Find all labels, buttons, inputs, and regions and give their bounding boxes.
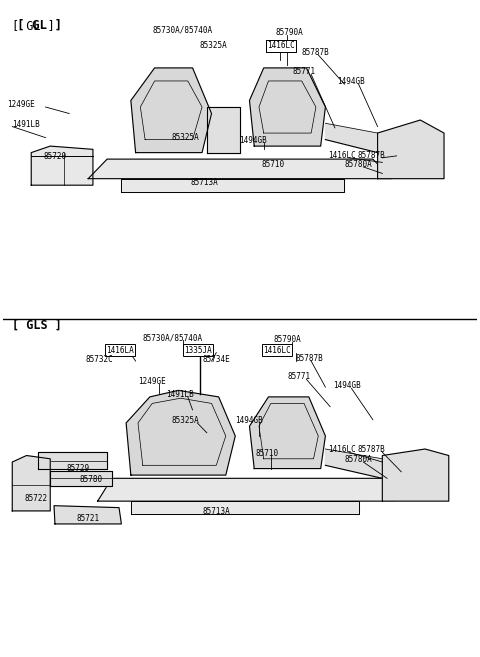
Polygon shape <box>131 501 359 514</box>
Text: 85720: 85720 <box>43 152 66 161</box>
Text: 1416LC: 1416LC <box>328 151 356 160</box>
Text: 85790A: 85790A <box>276 28 303 37</box>
Text: 85780A: 85780A <box>344 455 372 464</box>
Text: 85710: 85710 <box>261 160 285 169</box>
Text: 85771: 85771 <box>288 373 311 381</box>
Polygon shape <box>325 449 383 478</box>
Polygon shape <box>250 68 325 146</box>
Polygon shape <box>131 68 212 152</box>
Text: 85713A: 85713A <box>202 507 230 516</box>
Text: 1416LA: 1416LA <box>106 346 134 355</box>
Polygon shape <box>38 452 107 468</box>
Bar <box>383 136 439 175</box>
Text: 85780: 85780 <box>80 474 103 484</box>
Text: 1491LB: 1491LB <box>12 120 40 129</box>
Text: 85713A: 85713A <box>190 178 218 187</box>
Text: 1494GB: 1494GB <box>337 78 365 86</box>
Text: 85732C: 85732C <box>86 355 114 365</box>
Text: 1249GE: 1249GE <box>138 377 166 386</box>
Polygon shape <box>97 478 396 501</box>
Text: 1416LC: 1416LC <box>328 445 356 454</box>
Text: 85787B: 85787B <box>296 354 324 363</box>
Text: 1494GB: 1494GB <box>239 136 267 145</box>
Text: 1416LC: 1416LC <box>267 41 295 51</box>
Polygon shape <box>126 390 235 475</box>
Text: 85325A: 85325A <box>171 416 199 425</box>
Text: 85771: 85771 <box>292 68 315 76</box>
Polygon shape <box>121 179 344 192</box>
Text: 1494GB: 1494GB <box>334 382 361 390</box>
Text: 85730A/85740A: 85730A/85740A <box>152 25 212 34</box>
Text: 85787B: 85787B <box>358 445 385 454</box>
Text: [ GL ]: [ GL ] <box>12 19 55 32</box>
Text: 85790A: 85790A <box>273 334 301 344</box>
Polygon shape <box>383 449 449 501</box>
Polygon shape <box>250 397 325 468</box>
Text: 85710: 85710 <box>255 449 278 457</box>
Polygon shape <box>325 124 378 152</box>
Text: 85787B: 85787B <box>358 151 385 160</box>
Text: 1416LC: 1416LC <box>263 346 290 355</box>
Text: 1494GB: 1494GB <box>235 416 263 425</box>
Polygon shape <box>207 107 240 152</box>
Polygon shape <box>50 470 112 486</box>
Polygon shape <box>88 159 392 179</box>
Text: 1249GE: 1249GE <box>8 100 35 109</box>
Text: 85325A: 85325A <box>171 133 199 141</box>
Text: 85734E: 85734E <box>202 355 230 365</box>
Text: 85325A: 85325A <box>200 41 228 51</box>
Polygon shape <box>54 506 121 524</box>
Text: 85722: 85722 <box>24 494 47 503</box>
Polygon shape <box>31 146 93 185</box>
Text: [ GL ]: [ GL ] <box>17 19 62 32</box>
Text: 1335JA: 1335JA <box>184 346 212 355</box>
Text: 85780A: 85780A <box>344 160 372 169</box>
Text: 1416LC: 1416LC <box>267 41 295 51</box>
Polygon shape <box>12 455 50 511</box>
Text: 85729: 85729 <box>67 464 90 472</box>
Text: 1491LB: 1491LB <box>167 390 194 399</box>
Polygon shape <box>378 120 444 179</box>
Text: 85721: 85721 <box>76 514 99 523</box>
Text: 85730A/85740A: 85730A/85740A <box>143 333 203 342</box>
Text: [ GLS ]: [ GLS ] <box>12 319 62 332</box>
Text: 85787B: 85787B <box>301 48 329 57</box>
Bar <box>387 459 444 498</box>
